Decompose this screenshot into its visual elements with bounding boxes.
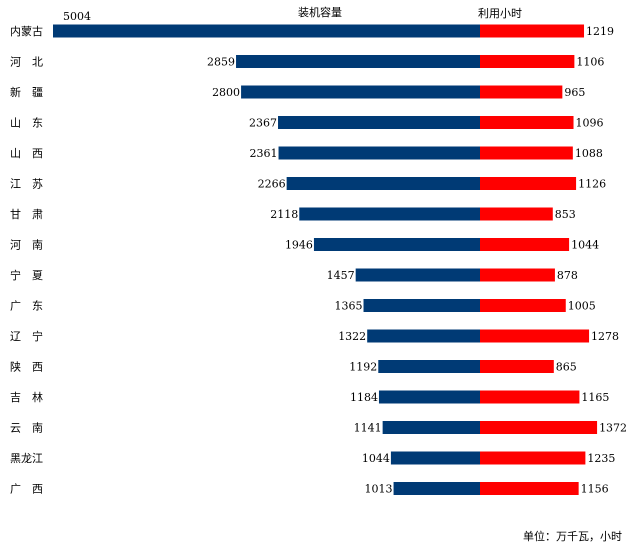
data-label-capacity: 5004	[63, 10, 91, 23]
bar-capacity	[313, 238, 480, 251]
data-label-hours: 1278	[591, 330, 619, 343]
data-label-capacity: 2800	[212, 86, 240, 99]
data-label-hours: 1096	[576, 117, 604, 130]
bar-hours	[480, 360, 554, 373]
bar-hours	[480, 482, 579, 495]
data-label-capacity: 2367	[249, 117, 277, 130]
data-label-capacity: 1192	[349, 361, 377, 374]
bar-capacity	[241, 85, 480, 99]
category-label: 广 西	[10, 483, 43, 496]
category-label: 广 东	[10, 300, 43, 313]
data-label-capacity: 1365	[335, 300, 363, 313]
category-label: 黑龙江	[10, 452, 43, 465]
data-label-hours: 1126	[578, 178, 606, 191]
category-label: 山 西	[10, 147, 43, 160]
bar-hours	[480, 85, 563, 99]
bar-capacity	[363, 299, 480, 312]
bar-hours	[480, 299, 566, 312]
data-label-hours: 1156	[581, 483, 609, 496]
bar-hours	[480, 146, 573, 160]
bar-hours	[480, 451, 586, 465]
bar-hours	[480, 177, 577, 190]
bar-hours	[480, 55, 575, 68]
data-label-hours: 1219	[586, 25, 614, 38]
category-label: 陕 西	[10, 360, 43, 374]
bar-capacity	[393, 482, 480, 495]
data-label-hours: 1044	[571, 239, 599, 252]
bar-hours	[480, 24, 585, 38]
data-label-hours: 853	[555, 208, 576, 221]
data-label-capacity: 1141	[354, 422, 382, 435]
bar-hours	[480, 329, 590, 343]
data-label-hours: 965	[564, 86, 585, 99]
data-label-hours: 865	[556, 361, 577, 374]
category-label: 宁 夏	[10, 268, 43, 282]
bar-hours	[480, 268, 555, 282]
data-label-capacity: 1184	[350, 391, 378, 404]
bar-hours	[480, 238, 570, 251]
category-label: 河 北	[10, 56, 43, 69]
category-label: 新 疆	[10, 85, 43, 99]
bar-capacity	[286, 177, 480, 190]
category-label: 云 南	[10, 422, 43, 435]
bar-capacity	[378, 390, 480, 404]
data-label-capacity: 1013	[365, 483, 393, 496]
category-label: 河 南	[10, 239, 43, 252]
category-label: 辽 宁	[10, 329, 43, 343]
data-label-hours: 1372	[599, 422, 627, 435]
data-label-capacity: 2859	[207, 56, 235, 69]
data-label-capacity: 2361	[250, 147, 278, 160]
bar-capacity	[53, 24, 480, 38]
series-label-hours: 利用小时	[478, 7, 522, 20]
data-label-hours: 1165	[581, 391, 609, 404]
bar-hours	[480, 207, 553, 221]
data-label-capacity: 2118	[270, 208, 298, 221]
data-label-capacity: 1457	[327, 269, 355, 282]
unit-note: 单位：万千瓦，小时	[523, 529, 622, 543]
data-label-hours: 1106	[576, 56, 604, 69]
bar-capacity	[355, 268, 480, 282]
bar-hours	[480, 390, 580, 404]
data-label-capacity: 1946	[285, 239, 313, 252]
series-label-capacity: 装机容量	[298, 5, 342, 19]
category-label: 内蒙古	[10, 24, 43, 38]
data-label-hours: 1235	[587, 452, 615, 465]
category-label: 甘 肃	[10, 208, 43, 221]
bar-capacity	[278, 146, 480, 160]
data-label-hours: 1005	[568, 300, 596, 313]
data-label-hours: 1088	[575, 147, 603, 160]
bar-capacity	[278, 116, 480, 129]
bar-capacity	[390, 451, 480, 465]
data-label-capacity: 1044	[362, 452, 390, 465]
bar-capacity	[299, 207, 480, 221]
bar-capacity	[367, 329, 480, 343]
category-label: 山 东	[10, 117, 43, 130]
data-label-hours: 878	[557, 269, 578, 282]
data-label-capacity: 2266	[258, 178, 286, 191]
data-label-capacity: 1322	[338, 330, 366, 343]
category-label: 吉 林	[10, 390, 43, 404]
category-label: 江 苏	[10, 178, 43, 191]
bar-capacity	[236, 55, 480, 68]
bar-hours	[480, 421, 598, 434]
bar-capacity	[382, 421, 480, 434]
bar-hours	[480, 116, 574, 129]
bar-capacity	[378, 360, 480, 373]
